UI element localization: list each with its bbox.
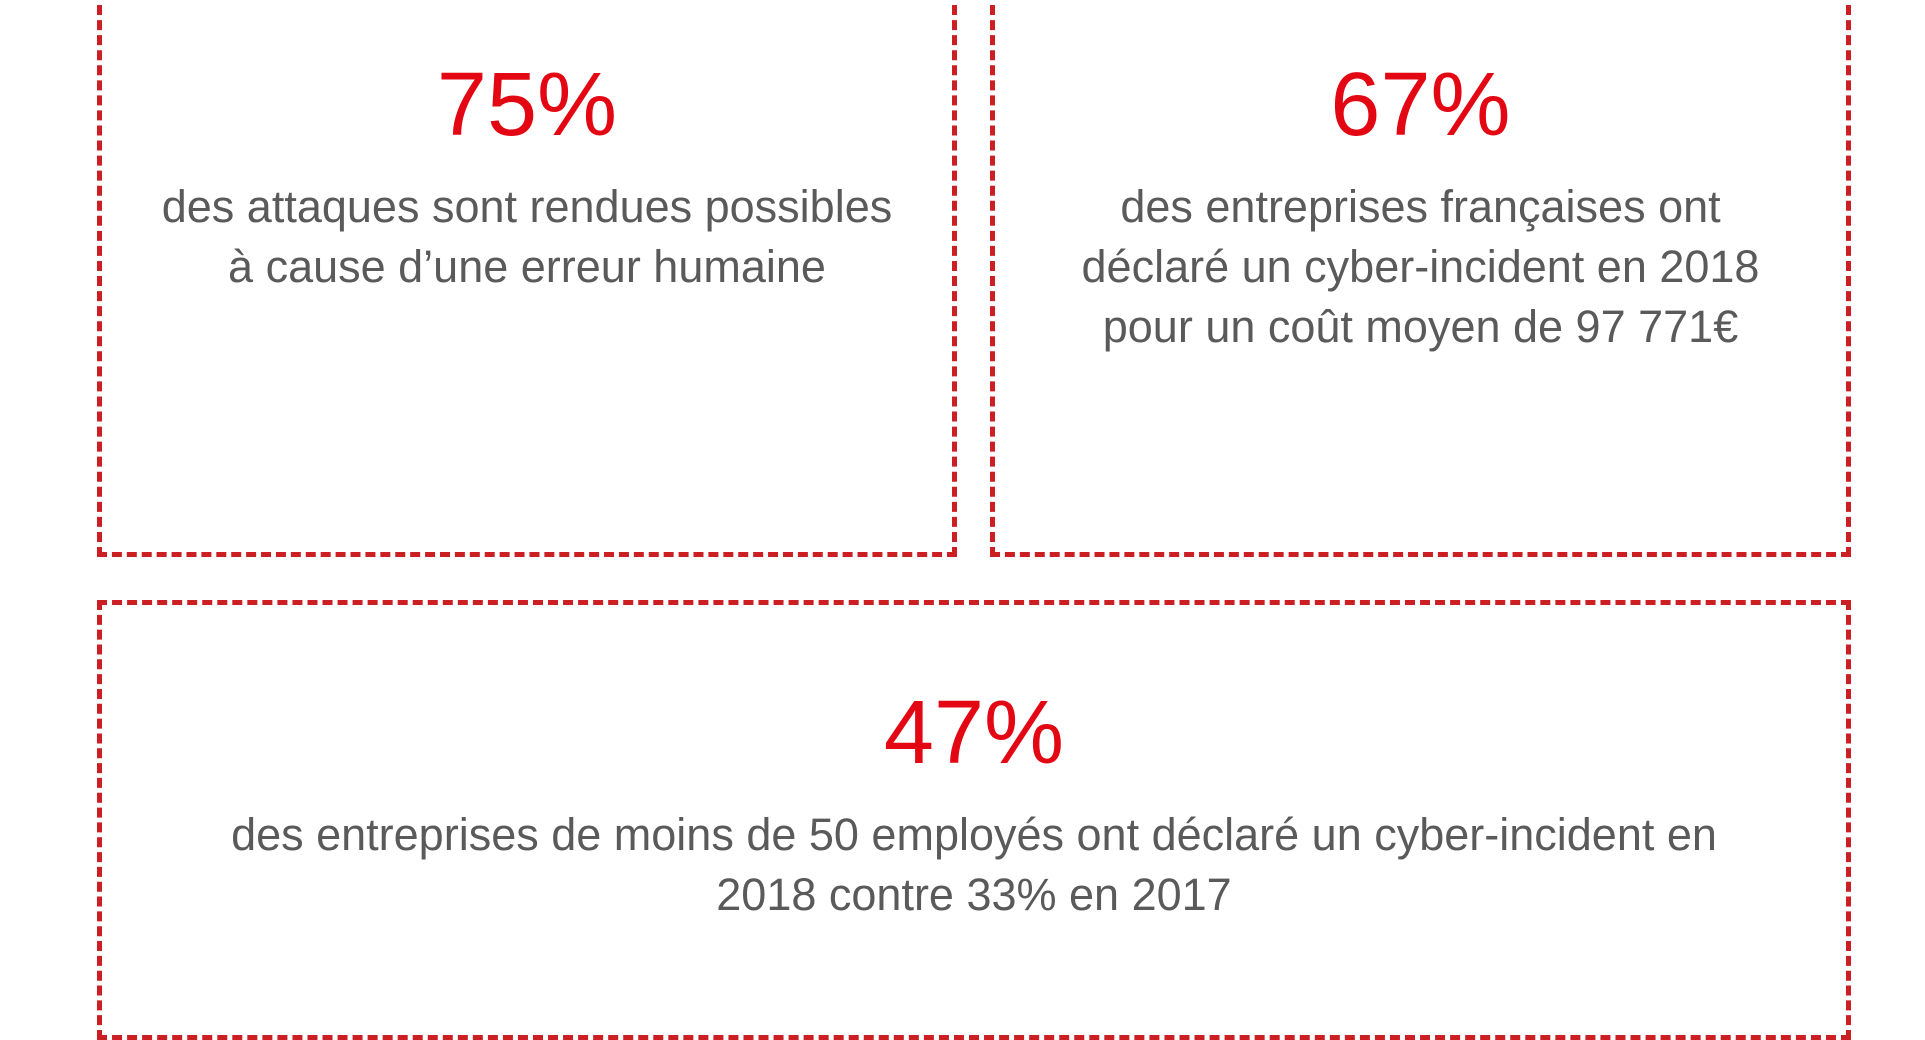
stat-card-human-error: 75% des attaques sont rendues possibles … <box>97 0 957 557</box>
stat-description: des entreprises de moins de 50 employés … <box>102 805 1846 925</box>
stat-value: 47% <box>883 683 1065 783</box>
stat-description-line: des entreprises de moins de 50 employés … <box>231 809 1717 860</box>
stat-card-small-companies: 47% des entreprises de moins de 50 emplo… <box>97 600 1851 1040</box>
stat-value: 67% <box>1330 55 1511 155</box>
stat-description-line: pour un coût moyen de 97 771€ <box>1102 301 1739 352</box>
stat-value: 75% <box>436 55 618 155</box>
stat-description-line: des entreprises françaises ont <box>1120 181 1721 232</box>
stat-description-line: des attaques sont rendues possibles <box>161 181 893 232</box>
stat-description-line: à cause d’une erreur humaine <box>228 241 826 292</box>
stat-description-line: déclaré un cyber-incident en 2018 <box>1081 241 1760 292</box>
stat-description: des entreprises françaises ont déclaré u… <box>995 177 1846 357</box>
stat-description-line: 2018 contre 33% en 2017 <box>716 869 1232 920</box>
stat-description: des attaques sont rendues possibles à ca… <box>102 177 952 297</box>
stat-card-french-companies: 67% des entreprises françaises ont décla… <box>990 0 1851 557</box>
